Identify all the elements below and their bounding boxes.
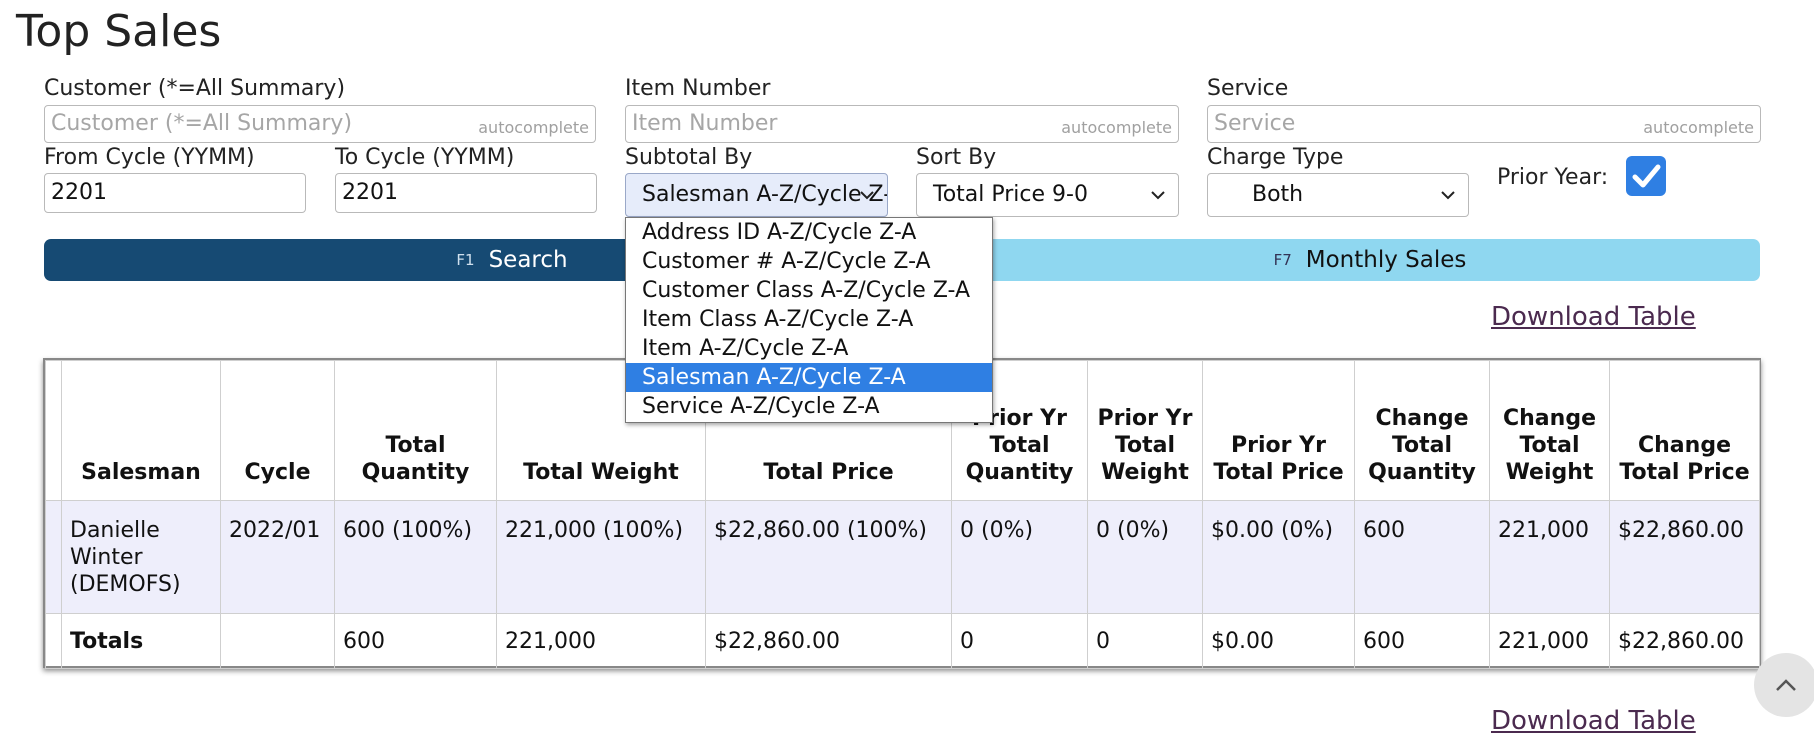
chevron-down-icon bbox=[860, 191, 874, 200]
table-cell: Danielle Winter (DEMOFS) bbox=[61, 500, 221, 614]
service-input[interactable]: Service autocomplete bbox=[1207, 105, 1761, 143]
column-header[interactable]: Salesman bbox=[61, 360, 221, 501]
sort-by-select[interactable]: Total Price 9-0 bbox=[916, 173, 1179, 217]
to-cycle-input[interactable]: 2201 bbox=[335, 173, 597, 213]
to-cycle-label: To Cycle (YYMM) bbox=[335, 145, 515, 170]
dropdown-option[interactable]: Address ID A-Z/Cycle Z-A bbox=[642, 220, 917, 245]
table-row: Danielle Winter (DEMOFS) 2022/01 600 (10… bbox=[45, 500, 1760, 614]
charge-type-value: Both bbox=[1252, 182, 1304, 207]
column-header[interactable]: Change Total Quantity bbox=[1354, 360, 1490, 501]
subtotal-by-label: Subtotal By bbox=[625, 145, 753, 170]
table-cell: $0.00 bbox=[1202, 613, 1355, 669]
table-cell: $22,860.00 bbox=[705, 613, 952, 669]
table-cell: 0 bbox=[1087, 613, 1203, 669]
charge-type-label: Charge Type bbox=[1207, 145, 1344, 170]
subtotal-by-select[interactable]: Salesman A-Z/Cycle Z-A bbox=[625, 173, 888, 217]
service-placeholder: Service bbox=[1214, 111, 1296, 136]
table-cell: 600 bbox=[334, 613, 497, 669]
dropdown-option-selected[interactable]: Salesman A-Z/Cycle Z-A bbox=[626, 363, 992, 392]
prior-year-checkbox[interactable] bbox=[1626, 156, 1666, 196]
download-table-link-bottom[interactable]: Download Table bbox=[1491, 706, 1696, 736]
totals-row: Totals 600 221,000 $22,860.00 0 0 $0.00 … bbox=[45, 613, 1760, 669]
charge-type-select[interactable]: Both bbox=[1207, 173, 1469, 217]
prior-year-label: Prior Year: bbox=[1497, 165, 1609, 190]
chevron-down-icon bbox=[1151, 191, 1165, 200]
search-button-label: Search bbox=[488, 247, 568, 273]
customer-label: Customer (*=All Summary) bbox=[44, 76, 346, 101]
table-cell: 600 bbox=[1354, 613, 1490, 669]
service-autocomplete-tag: autocomplete bbox=[1643, 118, 1754, 137]
service-label: Service bbox=[1207, 76, 1289, 101]
table-cell bbox=[220, 613, 335, 669]
table-cell: 600 bbox=[1354, 500, 1490, 614]
column-header[interactable]: Prior Yr Total Weight bbox=[1087, 360, 1203, 501]
dropdown-option[interactable]: Item Class A-Z/Cycle Z-A bbox=[642, 307, 914, 332]
results-table: Salesman Cycle Total Quantity Total Weig… bbox=[45, 360, 1760, 669]
row-gutter bbox=[45, 500, 62, 614]
table-cell: $22,860.00 bbox=[1609, 500, 1760, 614]
download-table-link-top[interactable]: Download Table bbox=[1491, 302, 1696, 332]
table-cell: 0 (0%) bbox=[1087, 500, 1203, 614]
item-number-label: Item Number bbox=[625, 76, 771, 101]
monthly-sales-button[interactable]: F7 Monthly Sales bbox=[980, 239, 1760, 281]
table-cell: 221,000 (100%) bbox=[496, 500, 706, 614]
column-header[interactable]: Change Total Weight bbox=[1489, 360, 1610, 501]
table-cell: 600 (100%) bbox=[334, 500, 497, 614]
subtotal-by-value: Salesman A-Z/Cycle Z-A bbox=[642, 182, 888, 207]
column-header[interactable]: Change Total Price bbox=[1609, 360, 1760, 501]
customer-input[interactable]: Customer (*=All Summary) autocomplete bbox=[44, 105, 596, 143]
customer-placeholder: Customer (*=All Summary) bbox=[51, 111, 353, 136]
item-number-input[interactable]: Item Number autocomplete bbox=[625, 105, 1179, 143]
table-cell: 2022/01 bbox=[220, 500, 335, 614]
checkmark-icon bbox=[1632, 164, 1661, 188]
monthly-sales-shortcut-key: F7 bbox=[1273, 251, 1292, 269]
row-gutter bbox=[45, 360, 62, 501]
customer-autocomplete-tag: autocomplete bbox=[478, 118, 589, 137]
totals-label: Totals bbox=[61, 613, 221, 669]
subtotal-by-dropdown: Address ID A-Z/Cycle Z-A Customer # A-Z/… bbox=[625, 217, 993, 423]
sort-by-label: Sort By bbox=[916, 145, 997, 170]
from-cycle-label: From Cycle (YYMM) bbox=[44, 145, 255, 170]
from-cycle-input[interactable]: 2201 bbox=[44, 173, 306, 213]
table-cell: $22,860.00 (100%) bbox=[705, 500, 952, 614]
dropdown-option[interactable]: Customer Class A-Z/Cycle Z-A bbox=[642, 278, 971, 303]
row-gutter bbox=[45, 613, 62, 669]
dropdown-option[interactable]: Customer # A-Z/Cycle Z-A bbox=[642, 249, 931, 274]
dropdown-option[interactable]: Item A-Z/Cycle Z-A bbox=[642, 336, 849, 361]
chevron-up-icon bbox=[1776, 679, 1796, 691]
scroll-to-top-button[interactable] bbox=[1754, 653, 1814, 717]
chevron-down-icon bbox=[1441, 191, 1455, 200]
page-title: Top Sales bbox=[16, 6, 222, 57]
monthly-sales-button-label: Monthly Sales bbox=[1305, 247, 1467, 273]
search-shortcut-key: F1 bbox=[456, 251, 475, 269]
table-cell: $22,860.00 bbox=[1609, 613, 1760, 669]
table-cell: 221,000 bbox=[1489, 613, 1610, 669]
dropdown-option[interactable]: Service A-Z/Cycle Z-A bbox=[642, 394, 880, 419]
sort-by-value: Total Price 9-0 bbox=[933, 182, 1088, 207]
results-table-container: Salesman Cycle Total Quantity Total Weig… bbox=[43, 358, 1761, 669]
table-cell: 221,000 bbox=[1489, 500, 1610, 614]
item-number-autocomplete-tag: autocomplete bbox=[1061, 118, 1172, 137]
column-header[interactable]: Cycle bbox=[220, 360, 335, 501]
table-cell: 0 bbox=[951, 613, 1088, 669]
table-cell: $0.00 (0%) bbox=[1202, 500, 1355, 614]
column-header[interactable]: Prior Yr Total Price bbox=[1202, 360, 1355, 501]
column-header[interactable]: Total Quantity bbox=[334, 360, 497, 501]
table-cell: 221,000 bbox=[496, 613, 706, 669]
item-number-placeholder: Item Number bbox=[632, 111, 778, 136]
table-cell: 0 (0%) bbox=[951, 500, 1088, 614]
